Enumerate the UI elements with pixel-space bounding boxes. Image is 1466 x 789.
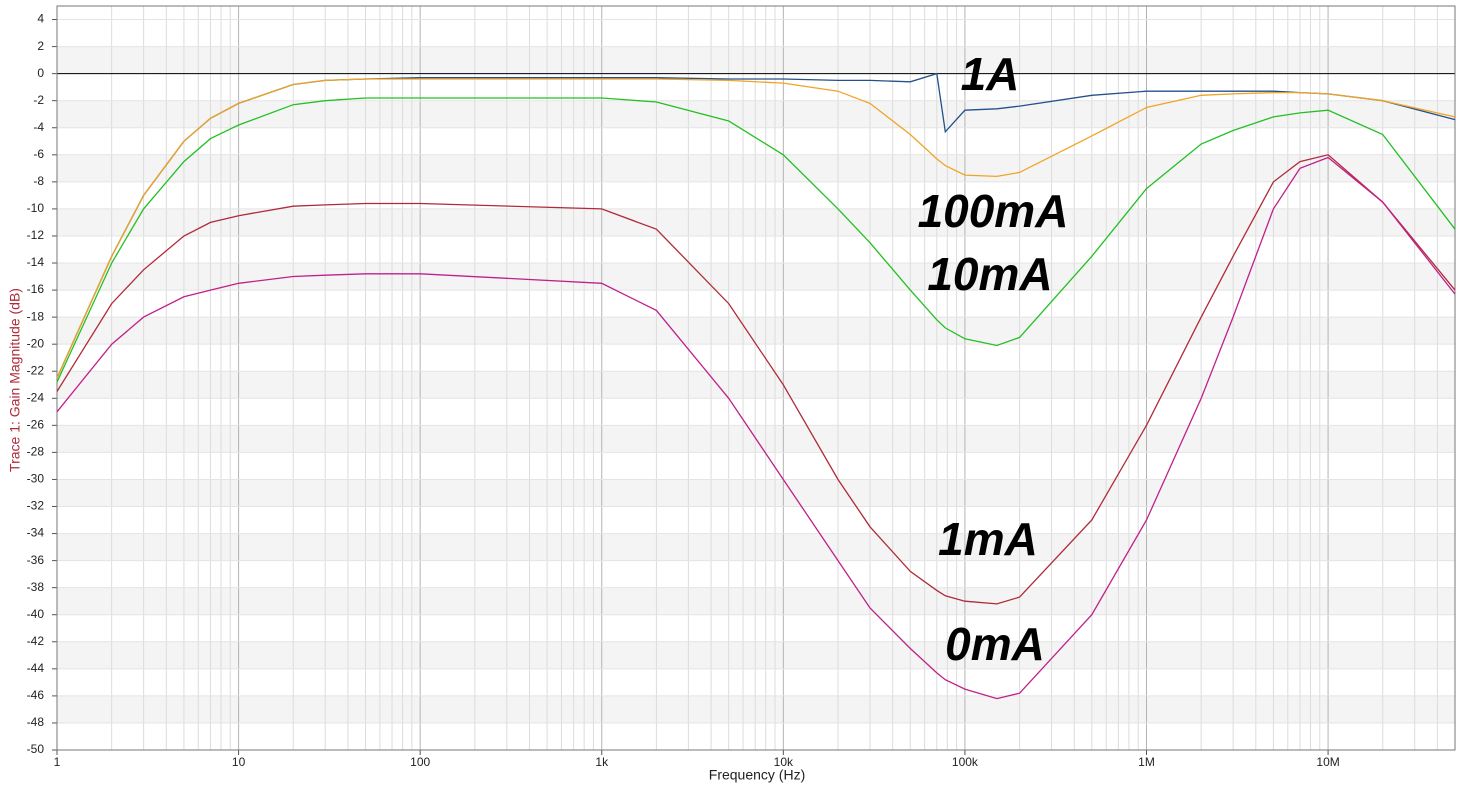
x-tick-label: 10M — [1316, 755, 1339, 769]
x-tick-label: 10 — [232, 755, 246, 769]
y-tick-label: -12 — [27, 228, 45, 242]
band — [57, 154, 1455, 182]
band — [57, 587, 1455, 615]
y-tick-label: 2 — [37, 39, 44, 53]
x-tick-label: 100 — [410, 755, 430, 769]
y-tick-label: -4 — [33, 120, 44, 134]
labels: 1 10 100 1k 10k 100k 1M 10M-50-48-46-44-42-40-3… — [27, 12, 1340, 769]
series-line — [56, 154, 1456, 605]
y-tick-label: -38 — [27, 580, 45, 594]
y-tick-label: -6 — [33, 147, 44, 161]
series-label: 10mA — [927, 248, 1052, 300]
band — [57, 317, 1455, 345]
bands — [57, 6, 1455, 750]
y-tick-label: -20 — [27, 336, 45, 350]
y-tick-label: -22 — [27, 363, 45, 377]
series-line — [56, 97, 1456, 383]
series-label: 1A — [961, 48, 1020, 100]
x-tick-label: 100k — [952, 755, 979, 769]
series-label: 100mA — [918, 185, 1069, 237]
y-tick-label: -28 — [27, 445, 45, 459]
band — [57, 479, 1455, 507]
series-line — [56, 78, 1456, 379]
y-tick-label: -34 — [27, 526, 45, 540]
y-tick-label: -48 — [27, 715, 45, 729]
y-tick-label: -8 — [33, 174, 44, 188]
y-tick-label: -46 — [27, 688, 45, 702]
x-axis-label: Frequency (Hz) — [709, 767, 805, 783]
y-tick-label: 4 — [37, 12, 44, 26]
y-tick-label: -18 — [27, 309, 45, 323]
x-tick-label: 1 — [54, 755, 61, 769]
band — [57, 533, 1455, 561]
x-tick-label: 10k — [774, 755, 794, 769]
y-tick-label: -14 — [27, 255, 45, 269]
band — [57, 695, 1455, 723]
y-tick-label: -36 — [27, 553, 45, 567]
grid — [52, 5, 1456, 755]
band — [57, 46, 1455, 74]
y-tick-label: -44 — [27, 661, 45, 675]
y-tick-label: 0 — [37, 66, 44, 80]
y-tick-label: -24 — [27, 390, 45, 404]
lines — [56, 72, 1456, 700]
series-label: 0mA — [945, 618, 1045, 670]
y-tick-label: -50 — [27, 742, 45, 756]
y-tick-label: -26 — [27, 418, 45, 432]
y-axis-label: Trace 1: Gain Magnitude (dB) — [7, 288, 23, 472]
y-tick-label: -16 — [27, 282, 45, 296]
series-line — [56, 156, 1456, 700]
y-tick-label: -42 — [27, 634, 45, 648]
y-tick-label: -40 — [27, 607, 45, 621]
x-tick-label: 1M — [1138, 755, 1155, 769]
band — [57, 208, 1455, 236]
band — [57, 371, 1455, 399]
x-tick-label: 1k — [595, 755, 609, 769]
band — [57, 641, 1455, 669]
series-label: 1mA — [938, 513, 1038, 565]
y-tick-label: -2 — [33, 93, 44, 107]
y-tick-label: -32 — [27, 499, 45, 513]
y-tick-label: -10 — [27, 201, 45, 215]
y-tick-label: -30 — [27, 472, 45, 486]
